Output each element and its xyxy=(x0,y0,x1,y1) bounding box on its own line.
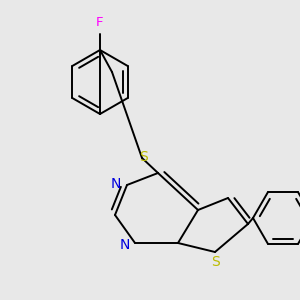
Text: S: S xyxy=(212,255,220,269)
Text: N: N xyxy=(120,238,130,252)
Text: F: F xyxy=(96,16,103,29)
Text: S: S xyxy=(139,150,147,164)
Text: N: N xyxy=(111,177,121,191)
